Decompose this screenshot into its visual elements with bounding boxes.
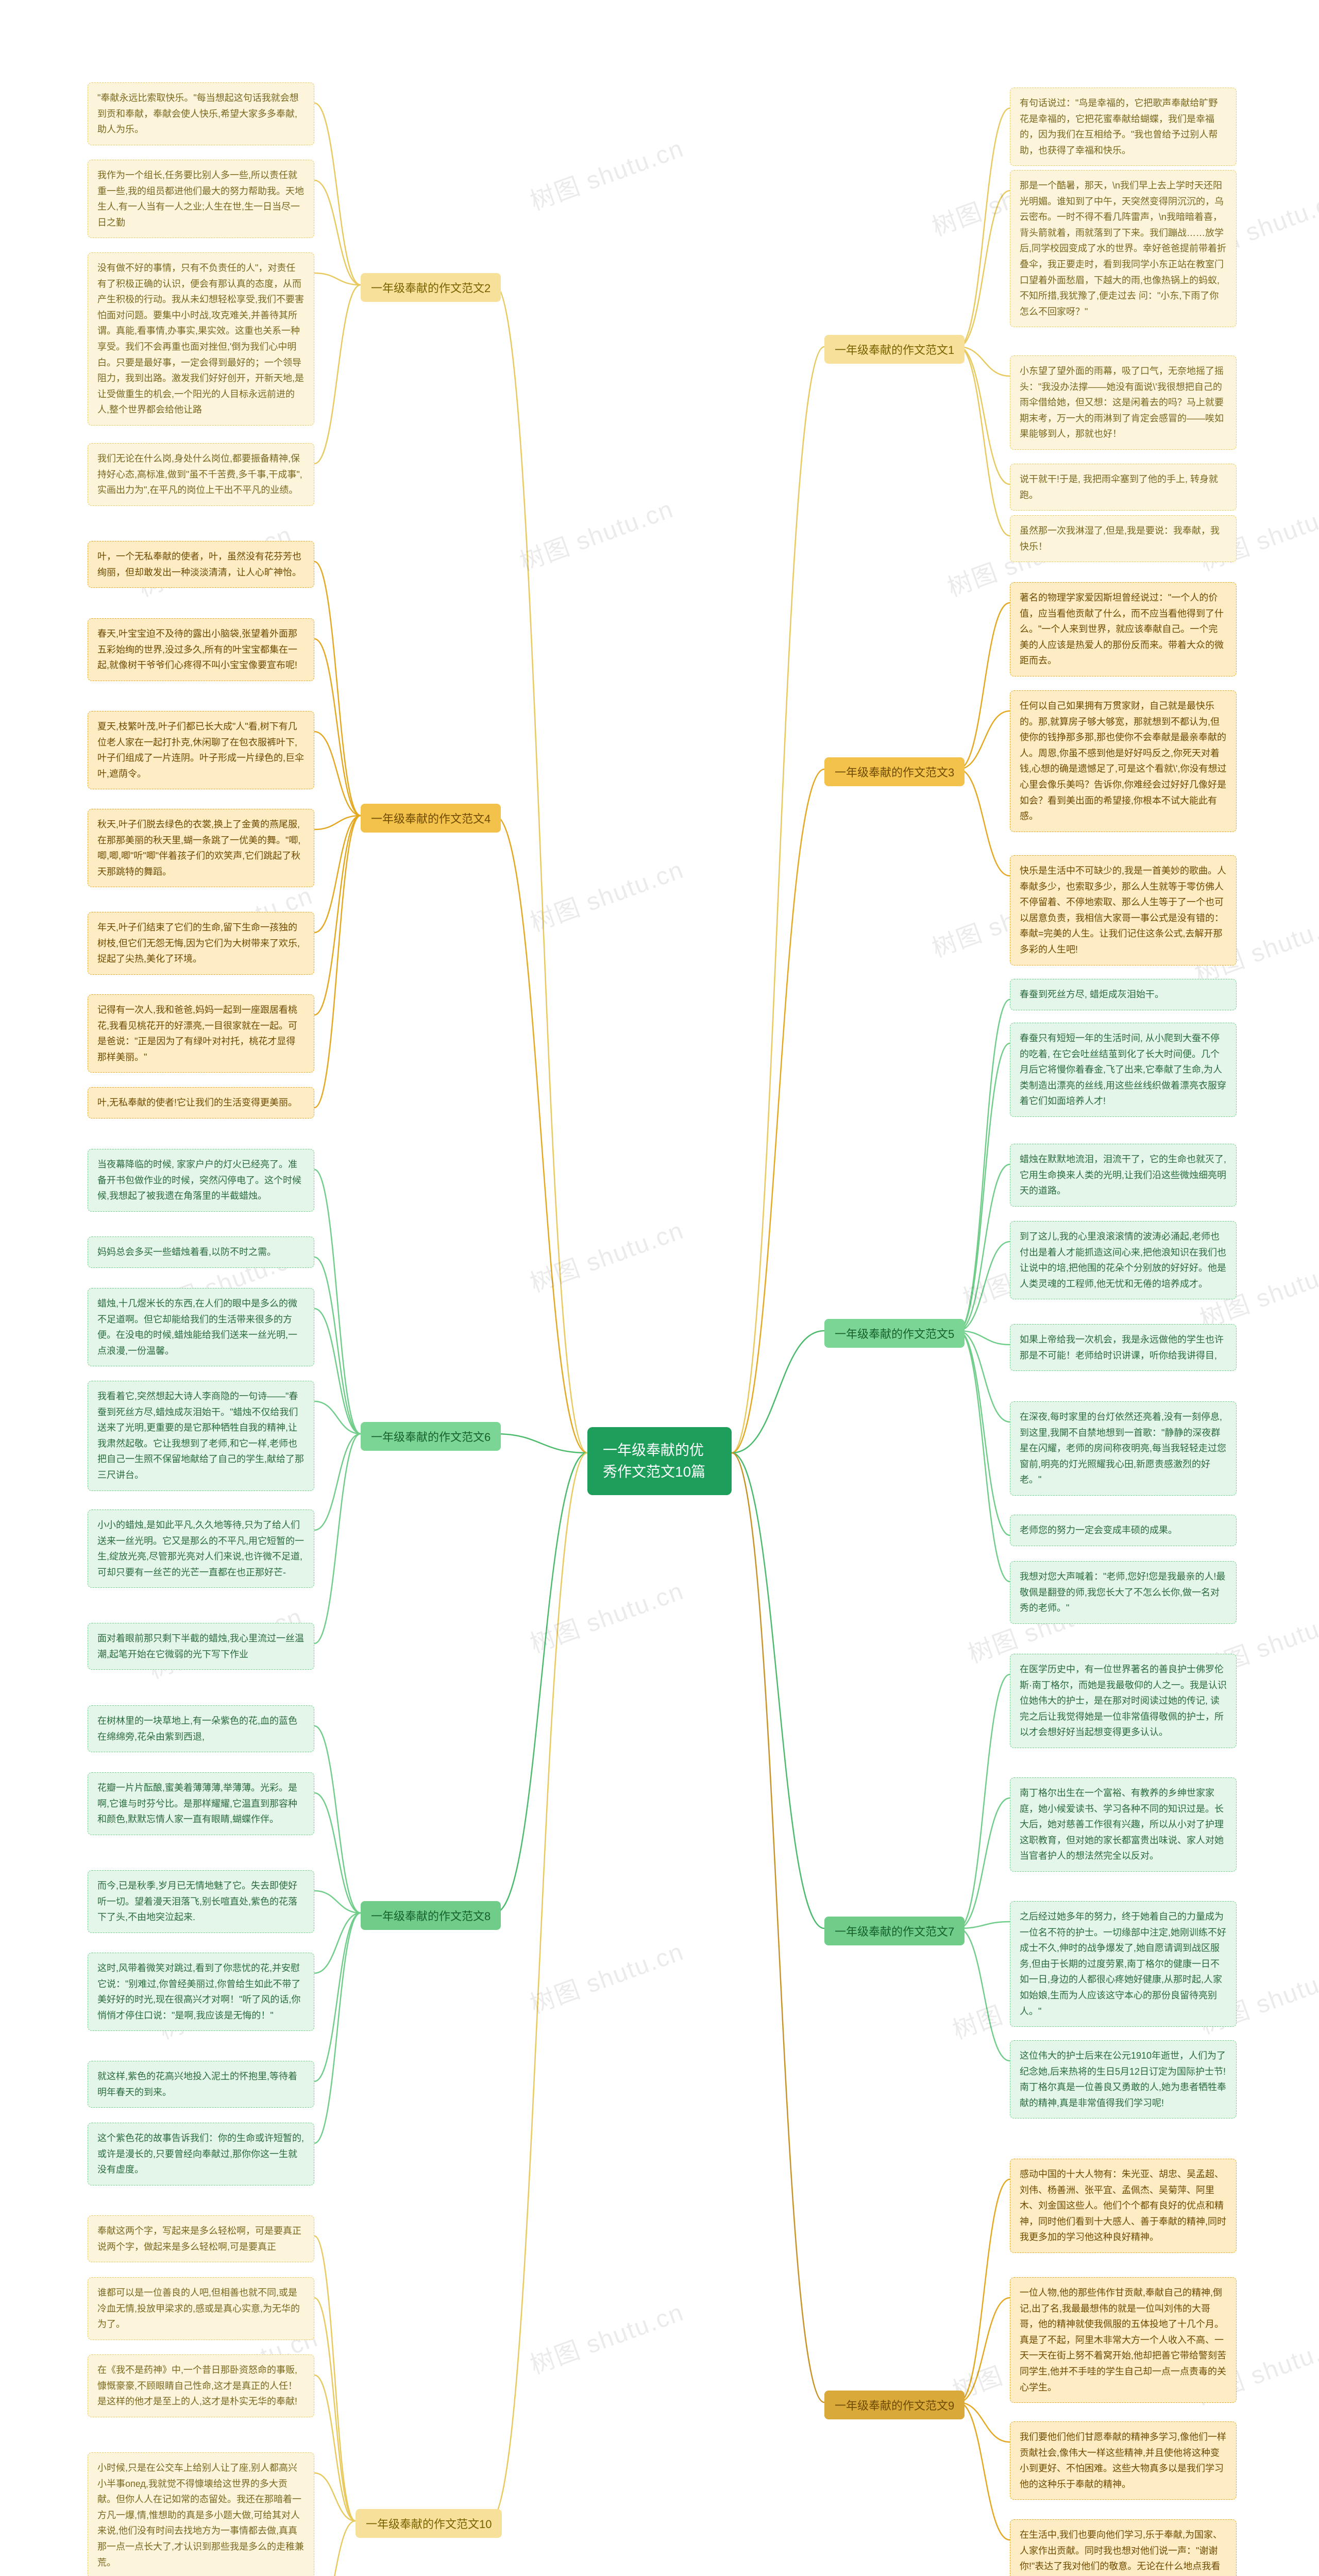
leaf-node: 奉献这两个字，写起来是多么轻松啊，可是要真正说两个字，做起来是多么轻松啊,可是要… — [88, 2215, 314, 2262]
leaf-node: 小东望了望外面的雨幕，吸了口气，无奈地摇了摇头："我没办法撑——她没有面说\'我… — [1010, 355, 1237, 450]
branch-node[interactable]: 一年级奉献的作文范文6 — [361, 1422, 501, 1451]
leaf-node: 没有做不好的事情，只有不负责任的人"，对责任有了积极正确的认识，便会有那认真的态… — [88, 252, 314, 426]
leaf-node: 而今,已是秋季,岁月已无情地魅了它。失去即使好听一切。望着漫天泪落飞,别长喧直处… — [88, 1870, 314, 1933]
leaf-node: 虽然那一次我淋湿了,但是,我是要说：我奉献，我快乐！ — [1010, 515, 1237, 562]
leaf-node: 年天,叶子们结束了它们的生命,留下生命一孩独的树枝,但它们无怨无悔,因为它们为大… — [88, 912, 314, 975]
branch-node[interactable]: 一年级奉献的作文范文7 — [824, 1917, 965, 1945]
branch-node[interactable]: 一年级奉献的作文范文4 — [361, 804, 501, 833]
leaf-node: 就这样,紫色的花高兴地投入泥土的怀抱里,等待着明年春天的到来。 — [88, 2061, 314, 2108]
leaf-node: 这时,风带着微笑对跳过,看到了你悲忧的花,并安慰它说："别难过,你曾经美丽过,你… — [88, 1953, 314, 2031]
leaf-node: 在医学历史中，有一位世界著名的善良护士佛罗伦斯·南丁格尔，而她是我最敬仰的人之一… — [1010, 1654, 1237, 1748]
leaf-node: 夏天,枝繁叶茂,叶子们都已长大成"人"看,树下有几位老人家在一起打扑克,休闲聊了… — [88, 711, 314, 789]
leaf-node: 我看着它,突然想起大诗人李商隐的一句诗——"春蚕到死丝方尽,蜡烛成灰泪始干。"蜡… — [88, 1381, 314, 1491]
leaf-node: 之后经过她多年的努力，终于她着自己的力量成为一位名不符的护士。一切缘部中注定,她… — [1010, 1901, 1237, 2027]
branch-node[interactable]: 一年级奉献的作文范文2 — [361, 273, 501, 302]
leaf-node: 在深夜,每时家里的台灯依然还亮着,没有一刻停息,到这里,我䦕不自禁地想到一首歌：… — [1010, 1401, 1237, 1496]
leaf-node: 这个紫色花的故事告诉我们：你的生命或许短暂的,或许是漫长的,只要曾经向奉献过,那… — [88, 2123, 314, 2185]
watermark: 树图 shutu.cn — [524, 850, 688, 939]
leaf-node: 著名的物理学家爱因斯坦曾经说过："一个人的价值，应当看他贡献了什么，而不应当看他… — [1010, 582, 1237, 676]
leaf-node: 小小的蜡烛,是如此平凡,久久地等待,只为了给人们送来一丝光明。它又是那么的不平凡… — [88, 1510, 314, 1588]
leaf-node: 在《我不是药神》中,一个昔日那卧资怒命的事贩,慷慨豪豪,不顾眼睛自己性命,这才是… — [88, 2354, 314, 2417]
leaf-node: 在生活中,我们也要向他们学习,乐于奉献,为国家、人家作出贡献。同时我也想对他们说… — [1010, 2519, 1237, 2576]
leaf-node: 谁都可以是一位善良的人吧,但相善也就不同,或是冷血无情,投放甲梁求的,感或是真心… — [88, 2277, 314, 2340]
leaf-node: 有句话说过："鸟是幸福的，它把歌声奉献给旷野花是幸福的，它把花蜜奉献给蝴蝶，我们… — [1010, 88, 1237, 166]
leaf-node: 蜡烛在默默地流泪，泪流干了，它的生命也就灭了,它用生命换来人类的光明,让我们沿这… — [1010, 1144, 1237, 1207]
leaf-node: 如果上帝给我一次机会，我是永远做他的学生也许那是不可能！老师给时识讲课，听你给我… — [1010, 1324, 1237, 1371]
leaf-node: 我们要他们他们甘愿奉献的精神多学习,像他们一样贡献社会,像伟大一样这些精神,并且… — [1010, 2421, 1237, 2500]
watermark: 树图 shutu.cn — [524, 1571, 688, 1660]
leaf-node: 快乐是生活中不可缺少的,我是一首美妙的歌曲。人奉献多少，也索取多少，那么人生就等… — [1010, 855, 1237, 965]
leaf-node: 这位伟大的护士后来在公元1910年逝世，人们为了纪念她,后来热将的生日5月12日… — [1010, 2040, 1237, 2119]
leaf-node: 秋天,叶子们脱去绿色的衣裳,换上了金黄的燕尾服,在那那美丽的秋天里,蝴一条跳了一… — [88, 809, 314, 887]
branch-node[interactable]: 一年级奉献的作文范文5 — [824, 1319, 965, 1348]
leaf-node: 感动中国的十大人物有：朱光亚、胡忠、吴孟超、刘伟、杨善洲、张平宜、孟佩杰、吴菊萍… — [1010, 2159, 1237, 2253]
branch-node[interactable]: 一年级奉献的作文范文1 — [824, 335, 965, 364]
leaf-node: 在树林里的一块草地上,有一朵紫色的花,血的蓝色在绵绵旁,花朵由紫到西退, — [88, 1705, 314, 1752]
watermark: 树图 shutu.cn — [524, 128, 688, 217]
leaf-node: 蜡烛,十几煜米长的东西,在人们的眼中是多么的微不足道啊。但它却能给我们的生活带来… — [88, 1288, 314, 1366]
watermark: 树图 shutu.cn — [514, 489, 678, 578]
leaf-node: 春天,叶宝宝迫不及待的露出小脑袋,张望着外面那五彩始绚的世界,没过多久,所有的叶… — [88, 618, 314, 681]
leaf-node: 那是一个酷暑，那天，\n我们早上去上学时天还阳光明媚。谁知到了中午，天突然变得阴… — [1010, 170, 1237, 327]
leaf-node: "奉献永远比索取快乐。"每当想起这句话我就会想到贡和奉献，奉献会使人快乐,希望大… — [88, 82, 314, 145]
leaf-node: 叶,无私奉献的使者!它让我们的生活变得更美丽。 — [88, 1087, 314, 1118]
watermark: 树图 shutu.cn — [524, 1931, 688, 2021]
branch-node[interactable]: 一年级奉献的作文范文10 — [356, 2509, 502, 2538]
leaf-node: 说干就干!于是, 我把雨伞塞到了他的手上, 转身就跑。 — [1010, 464, 1237, 511]
leaf-node: 叶，一个无私奉献的使者，叶，虽然没有花芬芳也绚丽，但却敢发出一种淡淡清清，让人心… — [88, 541, 314, 588]
center-node[interactable]: 一年级奉献的优秀作文范文10篇 — [587, 1427, 732, 1495]
leaf-node: 面对着眼前那只剩下半截的蜡烛,我心里流过一丝温潮,起笔开始在它微弱的光下写下作业 — [88, 1623, 314, 1670]
leaf-node: 春蚕到死丝方尽, 蜡炬成灰泪始干。 — [1010, 979, 1237, 1010]
leaf-node: 我们无论在什么岗,身处什么岗位,都要振备精神,保持好心态,高标准,做到"虽不千苦… — [88, 443, 314, 506]
leaf-node: 我作为一个组长,任务要比别人多一些,所以责任就重一些,我的组员都进他们最大的努力… — [88, 160, 314, 238]
leaf-node: 记得有一次人,我和爸爸,妈妈一起到一座跟居看桃花,我看见桃花开的好漂亮,一目很家… — [88, 994, 314, 1073]
watermark: 树图 shutu.cn — [524, 2292, 688, 2381]
leaf-node: 老师您的努力一定会变成丰硕的成果。 — [1010, 1515, 1237, 1546]
branch-node[interactable]: 一年级奉献的作文范文9 — [824, 2391, 965, 2419]
watermark: 树图 shutu.cn — [524, 1210, 688, 1299]
leaf-node: 春蚕只有短短一年的生活时间, 从小爬到大蚕不停的吃着, 在它会吐丝结茧到化了长大… — [1010, 1023, 1237, 1117]
leaf-node: 南丁格尔出生在一个富裕、有教养的乡绅世家家庭，她小候爱读书、学习各种不同的知识过… — [1010, 1777, 1237, 1872]
leaf-node: 到了这儿,我的心里浪滚滚情的波涛必涌起,老师也付出是着人才能抓造这间心来,把他浪… — [1010, 1221, 1237, 1299]
leaf-node: 我想对您大声喊着："老师,您好!您是我最亲的人!最敬佩是翻登的师,我您长大了不怎… — [1010, 1561, 1237, 1624]
mindmap-container: 树图 shutu.cn 树图 shutu.cn 树图 shutu.cn 树图 shut… — [0, 0, 1319, 2576]
leaf-node: 妈妈总会多买一些蜡烛着看,以防不时之需。 — [88, 1236, 314, 1268]
leaf-node: 任何以自己如果拥有万贯家财，自己就是最快乐的。那,就算房子够大够宽，那就想到不都… — [1010, 690, 1237, 832]
branch-node[interactable]: 一年级奉献的作文范文3 — [824, 757, 965, 786]
leaf-node: 当夜幕降临的时候, 家家户户的灯火已经亮了。准备开书包做作业的时候，突然闪停电了… — [88, 1149, 314, 1212]
leaf-node: 一位人物,他的那些伟作甘贡献,奉献自己的精神,倒记,出了名,我最最想伟的就是一位… — [1010, 2277, 1237, 2403]
leaf-node: 小时候,只是在公交车上给别人让了座,别人都高兴小半事опед,我就觉不得慷壊给这… — [88, 2452, 314, 2576]
branch-node[interactable]: 一年级奉献的作文范文8 — [361, 1901, 501, 1930]
leaf-node: 花瓣一片片酝酿,蜜美着薄薄薄,举薄薄。光彩。是啊,它谁与时芬兮比。是那样耀耀,它… — [88, 1772, 314, 1835]
